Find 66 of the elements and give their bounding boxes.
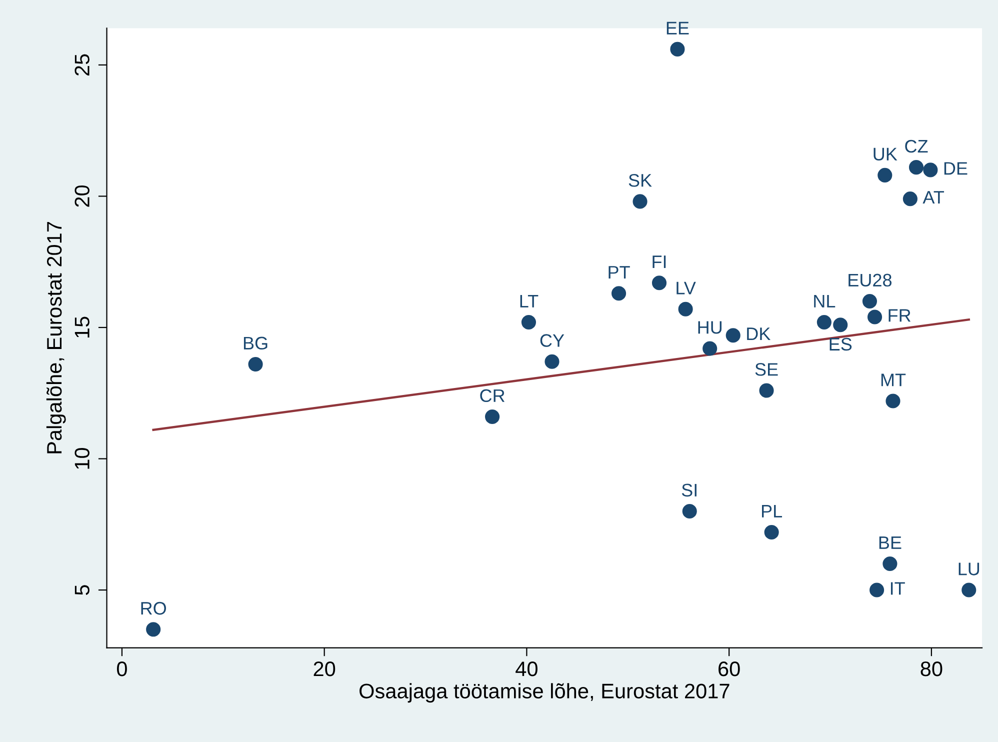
- point: [485, 409, 500, 424]
- annotation: IT: [890, 582, 905, 595]
- annotation: DK: [747, 328, 770, 340]
- point: [146, 622, 161, 637]
- point: [902, 192, 918, 206]
- point: [816, 314, 832, 330]
- annotation: CY: [540, 334, 564, 347]
- annotation: FR: [888, 309, 911, 322]
- point: [248, 356, 263, 372]
- x-tick-label: 40: [516, 662, 538, 676]
- point: [923, 162, 938, 178]
- annotation: SE: [755, 363, 778, 376]
- point: [611, 286, 626, 301]
- point: [764, 524, 779, 540]
- x-tick-label: 0: [116, 662, 127, 676]
- annotation: PT: [608, 266, 630, 278]
- annotation: EE: [666, 22, 689, 34]
- annotation: FI: [652, 256, 666, 268]
- x-tick-label: 80: [920, 662, 942, 676]
- x-axis-title: Osaajaga töötamise lõhe, Eurostat 2017: [360, 683, 730, 703]
- annotation: PL: [762, 504, 782, 518]
- point: [862, 294, 877, 309]
- point: [652, 276, 667, 290]
- y-axis-title: Palgalõhe, Eurostat 2017: [46, 222, 66, 454]
- x-tick-label: 20: [314, 662, 336, 676]
- annotation: LT: [520, 294, 538, 308]
- annotation: RO: [141, 602, 166, 615]
- annotation: SK: [628, 174, 652, 187]
- annotation: UK: [874, 148, 898, 161]
- point: [544, 354, 560, 369]
- point: [670, 42, 685, 56]
- point: [886, 394, 900, 408]
- point: [867, 310, 882, 324]
- annotation: LU: [958, 562, 980, 576]
- annotation: NL: [814, 294, 836, 308]
- y-tick-label: 5: [74, 585, 90, 595]
- annotation: DE: [944, 162, 968, 175]
- annotation: BG: [244, 336, 268, 350]
- annotation: HU: [698, 321, 722, 334]
- y-tick-label: 25: [74, 54, 90, 76]
- annotation: SI: [682, 484, 696, 497]
- point: [833, 318, 848, 332]
- point: [882, 556, 898, 572]
- point: [632, 194, 648, 209]
- point: [521, 314, 536, 330]
- point: [908, 160, 924, 175]
- point: [962, 582, 976, 598]
- point: [682, 504, 697, 519]
- annotation: EU28: [848, 274, 892, 287]
- annotation: LV: [676, 282, 696, 294]
- annotation: CZ: [905, 140, 928, 153]
- y-tick-label: 15: [74, 316, 90, 338]
- point: [870, 582, 884, 598]
- annotation: ES: [830, 338, 852, 351]
- y-tick-label: 10: [74, 448, 90, 469]
- point: [878, 168, 892, 182]
- annotation: CR: [480, 389, 504, 402]
- annotation: AT: [922, 191, 944, 204]
- point: [702, 341, 718, 356]
- point: [759, 383, 774, 398]
- y-tick-label: 20: [74, 185, 90, 207]
- annotation: BE: [879, 536, 902, 549]
- annotation: MT: [881, 374, 906, 386]
- point: [726, 328, 740, 343]
- point: [678, 302, 693, 316]
- x-tick-label: 60: [718, 662, 740, 676]
